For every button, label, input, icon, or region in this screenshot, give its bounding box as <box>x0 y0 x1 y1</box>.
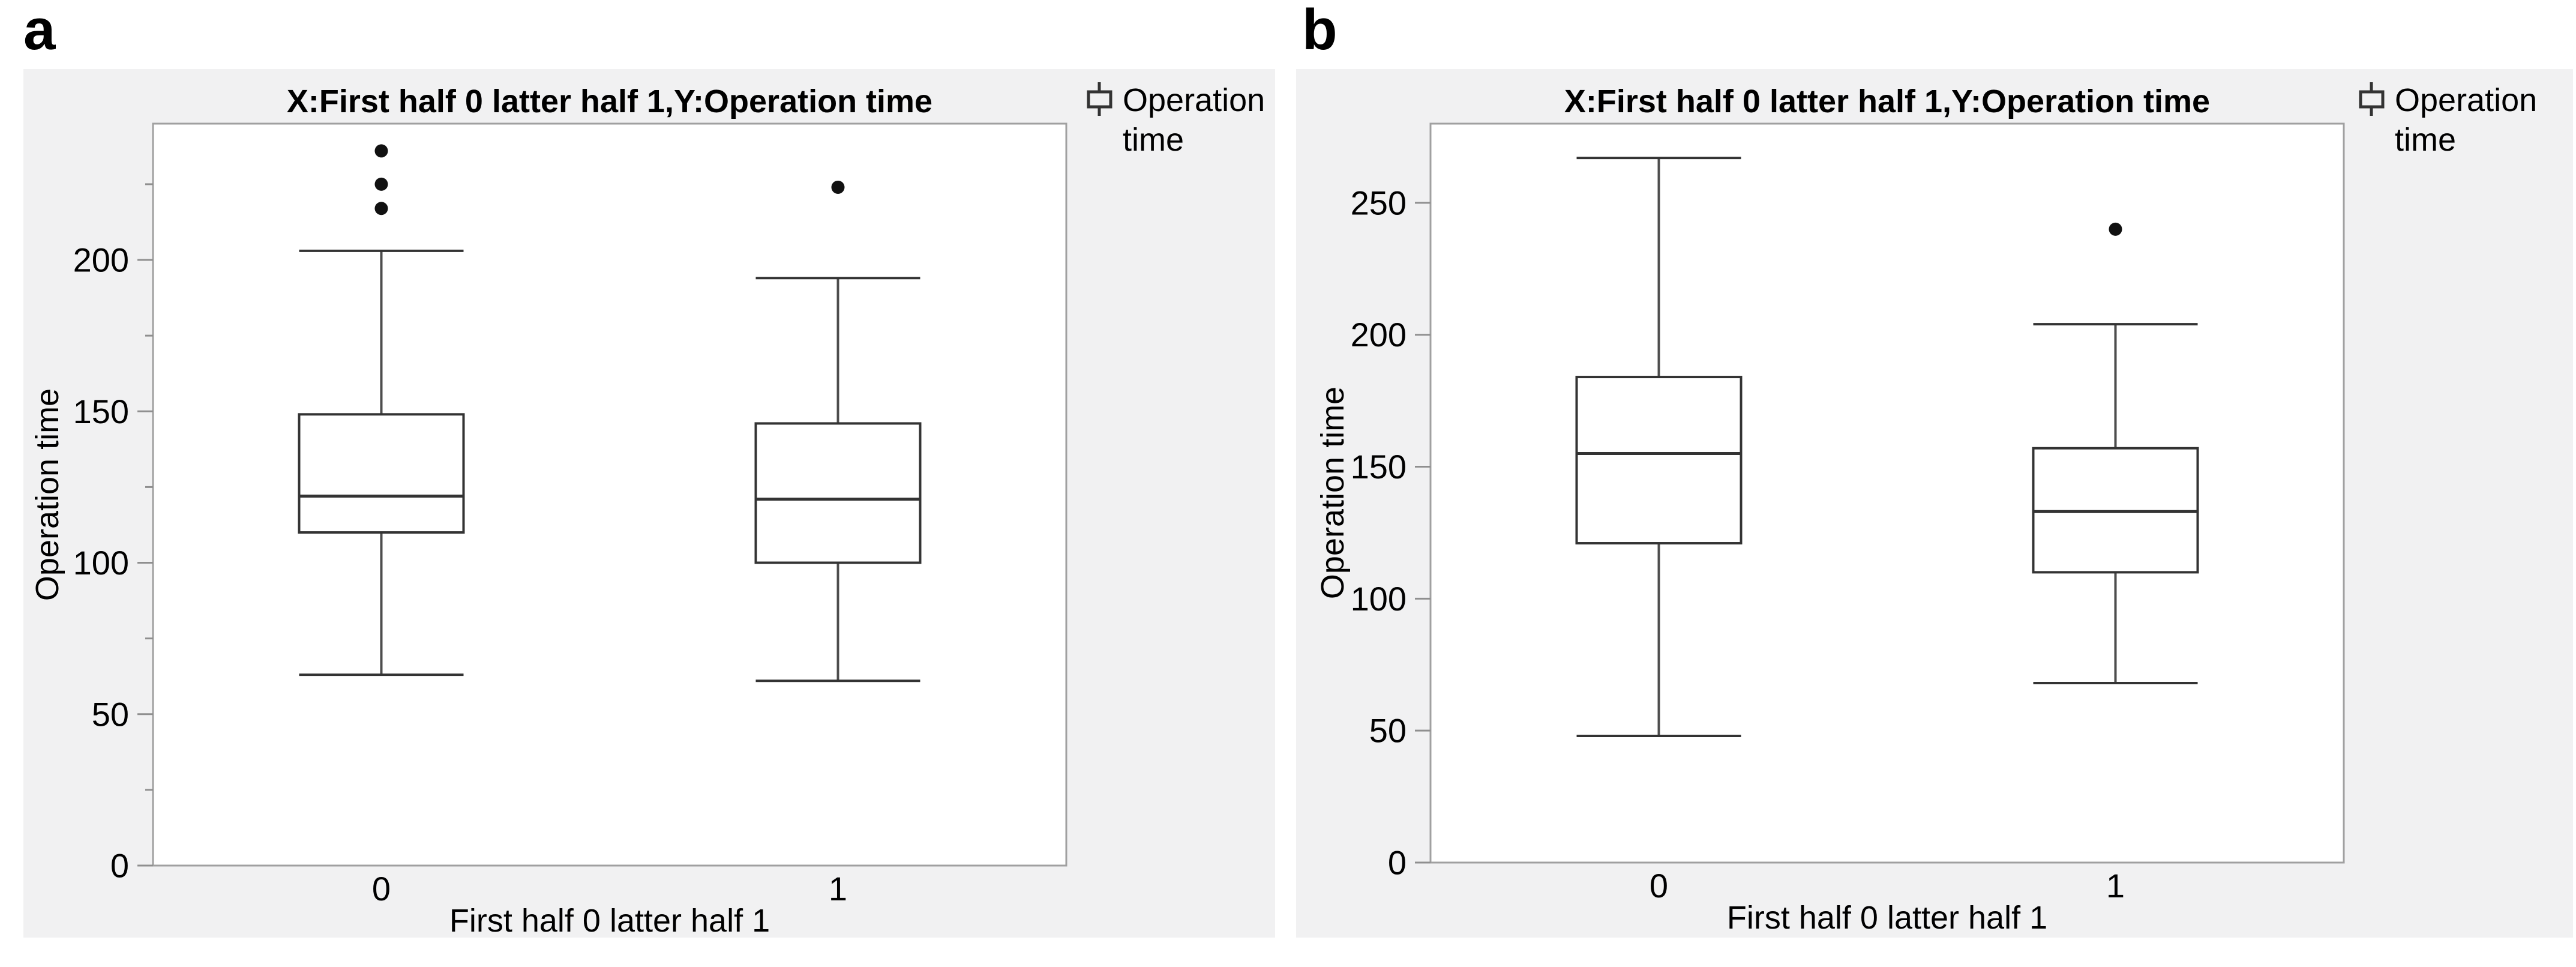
y-tick-label: 200 <box>1351 316 1407 354</box>
y-tick-label: 250 <box>1351 184 1407 221</box>
legend: Operation time <box>1087 82 1265 158</box>
legend-label-line1: Operation <box>1123 82 1265 118</box>
outlier-dot <box>374 144 388 158</box>
outlier-dot <box>374 177 388 191</box>
panel-b-boxplot-chart: X:First half 0 latter half 1,Y:Operation… <box>1296 69 2573 938</box>
plot-frame <box>1429 122 2345 864</box>
boxplot-legend-icon <box>1087 82 1112 116</box>
y-tick-label: 50 <box>92 695 129 733</box>
legend-label-line1: Operation <box>2395 82 2537 118</box>
legend: Operation time <box>2359 82 2537 158</box>
y-tick-label: 150 <box>73 393 129 430</box>
legend-label-line2: time <box>2395 122 2456 158</box>
y-tick-label: 150 <box>1351 448 1407 486</box>
y-tick-label: 50 <box>1369 712 1407 750</box>
iqr-box <box>1575 376 1743 545</box>
x-tick-label: 1 <box>2106 867 2125 905</box>
y-tick-label: 0 <box>1388 844 1407 882</box>
iqr-box <box>754 422 922 564</box>
chart-title: X:First half 0 latter half 1,Y:Operation… <box>1564 83 2210 119</box>
panel-a-boxplot-chart: X:First half 0 latter half 1,Y:Operation… <box>23 69 1275 938</box>
iqr-box <box>298 413 465 534</box>
y-tick-label: 200 <box>73 241 129 279</box>
outlier-dot <box>831 180 845 194</box>
panel-b-letter: b <box>1302 0 1338 62</box>
chart-title: X:First half 0 latter half 1,Y:Operation… <box>287 83 932 119</box>
x-axis-title: First half 0 latter half 1 <box>1727 900 2047 936</box>
y-axis-title: Operation time <box>1315 387 1351 599</box>
panel-a-letter: a <box>23 0 56 62</box>
boxplot-legend-icon <box>2359 82 2385 116</box>
plot-area: 0 50 100 150 200 0 1 <box>73 122 1067 908</box>
outlier-dot <box>2109 222 2122 236</box>
y-tick-label: 100 <box>1351 580 1407 618</box>
x-tick-label: 1 <box>829 870 847 908</box>
outlier-dot <box>374 202 388 215</box>
y-tick-label: 0 <box>110 847 129 885</box>
x-axis-title: First half 0 latter half 1 <box>449 903 770 938</box>
x-tick-label: 0 <box>372 870 391 908</box>
x-tick-label: 0 <box>1650 867 1668 905</box>
y-axis-title: Operation time <box>29 388 65 601</box>
plot-frame <box>152 122 1067 867</box>
plot-area: 0 50 100 150 200 250 0 1 <box>1351 122 2345 905</box>
legend-label-line2: time <box>1123 122 1184 158</box>
y-tick-label: 100 <box>73 544 129 582</box>
